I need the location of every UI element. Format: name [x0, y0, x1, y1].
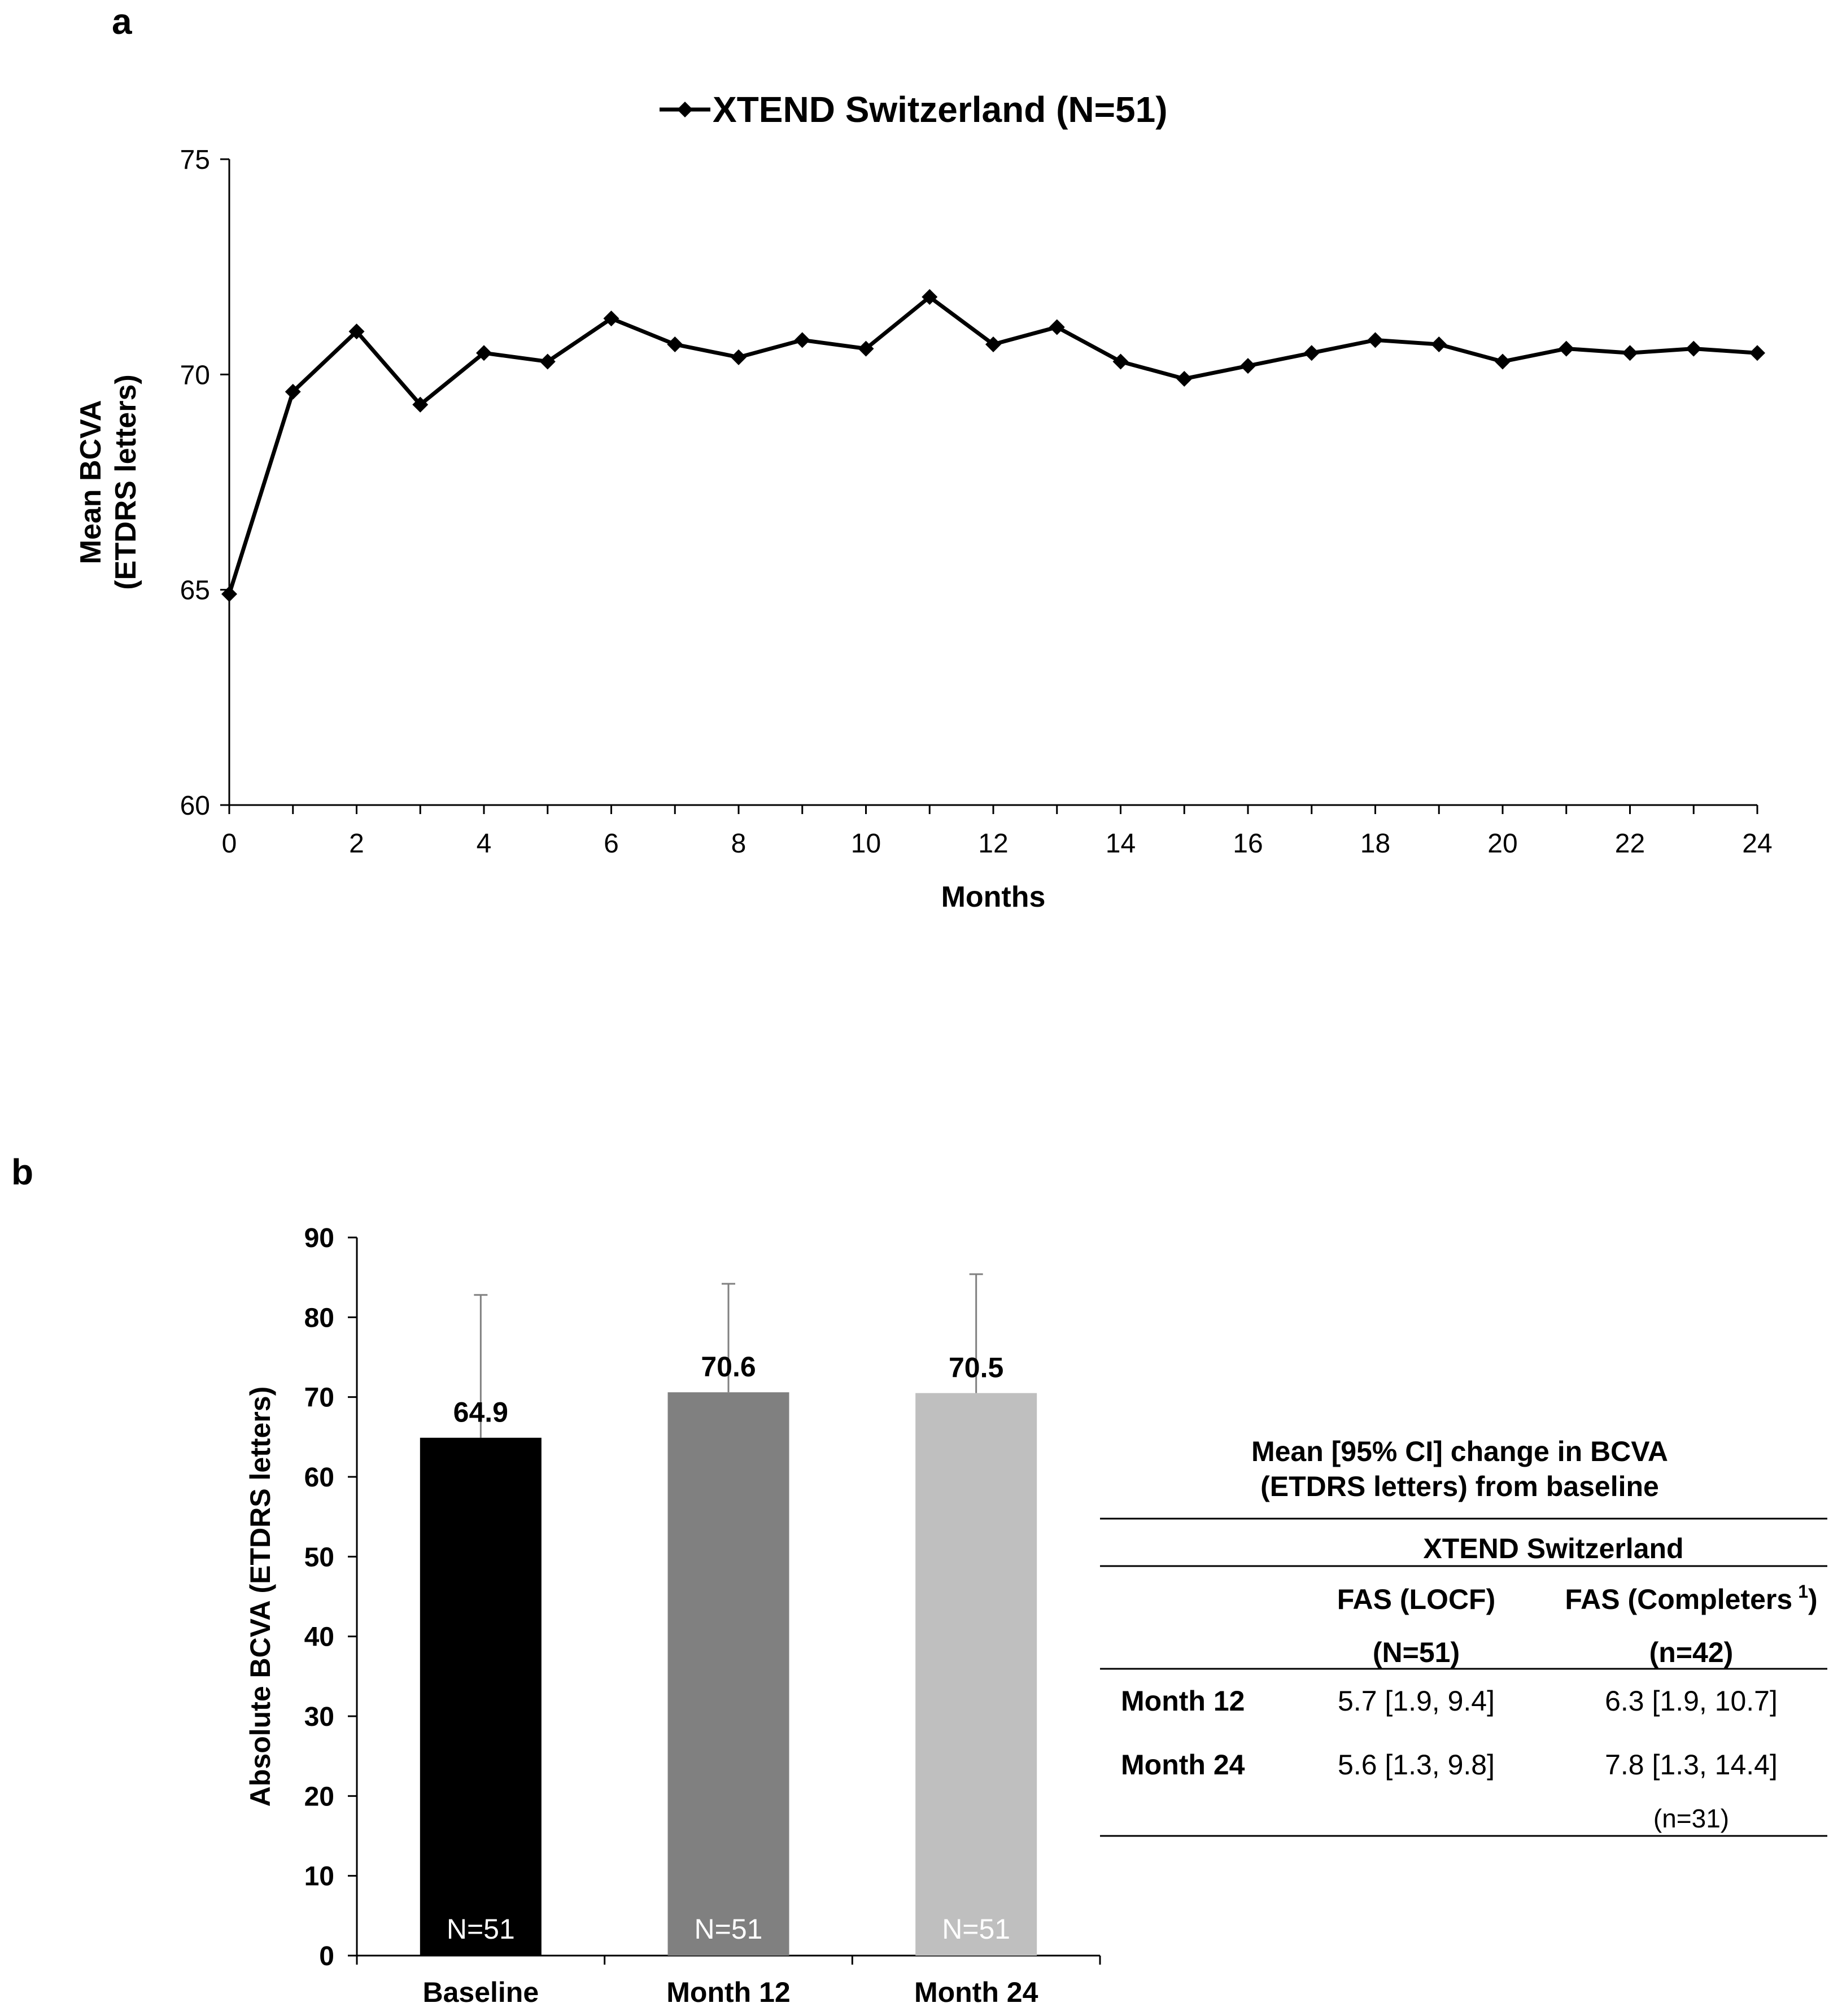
cell-col2: 7.8 [1.3, 14.4]: [1605, 1749, 1778, 1781]
y-tick-label: 50: [304, 1542, 334, 1572]
y-tick-label: 60: [304, 1463, 334, 1493]
x-tick-label: 8: [731, 829, 747, 859]
y-tick-label: 65: [180, 576, 210, 606]
bar-value-label: 64.9: [453, 1397, 508, 1428]
x-tick-label: 16: [1233, 829, 1263, 859]
data-point: [1558, 340, 1574, 357]
data-point: [476, 345, 492, 361]
bar: [915, 1393, 1037, 1956]
y-tick-label: 60: [180, 791, 210, 821]
data-point: [858, 340, 874, 357]
x-category-label: Month 24: [914, 1976, 1038, 2008]
y-tick-label: 70: [304, 1383, 334, 1413]
row-label: Month 12: [1121, 1685, 1245, 1717]
bar: [667, 1392, 789, 1956]
y-tick-label: 90: [304, 1223, 334, 1253]
x-tick-label: 20: [1487, 829, 1517, 859]
panel-b-label: b: [11, 1152, 33, 1192]
data-point: [348, 323, 365, 340]
data-point: [1303, 345, 1320, 361]
data-point: [1495, 353, 1511, 370]
x-tick-label: 2: [349, 829, 364, 859]
data-point: [1622, 345, 1638, 361]
cell-col2: 6.3 [1.9, 10.7]: [1605, 1685, 1778, 1717]
x-tick-label: 18: [1360, 829, 1390, 859]
table-title-line-2: (ETDRS letters) from baseline: [1260, 1471, 1659, 1502]
data-point: [539, 353, 556, 370]
y-tick-label: 75: [180, 145, 210, 175]
data-point: [412, 396, 429, 413]
col2-header: FAS (Completers 1): [1565, 1581, 1817, 1615]
y-tick-label: 40: [304, 1623, 334, 1652]
bar-n-label: N=51: [695, 1913, 763, 1945]
col1-header-n: (N=51): [1373, 1637, 1460, 1668]
data-point: [1240, 358, 1256, 374]
cell-col1: 5.6 [1.3, 9.8]: [1338, 1749, 1495, 1781]
y-tick-label: 20: [304, 1782, 334, 1812]
y-axis-title: Absolute BCVA (ETDRS letters): [245, 1387, 276, 1807]
bar-n-label: N=51: [942, 1913, 1010, 1945]
x-category-label: Baseline: [422, 1976, 539, 2008]
bar: [420, 1437, 542, 1956]
x-tick-label: 22: [1615, 829, 1645, 859]
legend-marker: [677, 102, 693, 117]
y-axis-title-line: Mean BCVA: [75, 400, 107, 565]
cell-col1: 5.7 [1.9, 9.4]: [1338, 1685, 1495, 1717]
y-axis-title-line: (ETDRS letters): [110, 374, 142, 589]
col2-header-text: FAS (Completers: [1565, 1584, 1792, 1615]
x-tick-label: 14: [1106, 829, 1136, 859]
x-tick-label: 24: [1742, 829, 1772, 859]
col2-header-n: (n=42): [1649, 1637, 1734, 1668]
change-table: Mean [95% CI] change in BCVA (ETDRS lette…: [1100, 1436, 1827, 1837]
data-point: [922, 289, 938, 305]
x-axis-title: Months: [941, 881, 1046, 913]
data-point: [667, 336, 683, 352]
data-point: [1112, 353, 1129, 370]
x-tick-label: 12: [978, 829, 1008, 859]
x-tick-label: 6: [604, 829, 619, 859]
data-point: [603, 311, 619, 327]
bar-n-label: N=51: [447, 1913, 515, 1945]
x-category-label: Month 12: [666, 1976, 790, 2008]
data-point: [1686, 340, 1702, 357]
row-label: Month 24: [1121, 1749, 1245, 1781]
data-point: [731, 349, 747, 365]
y-tick-label: 80: [304, 1303, 334, 1333]
data-point: [1049, 319, 1065, 335]
data-point: [1367, 332, 1383, 348]
cell-col2-note: (n=31): [1653, 1804, 1729, 1833]
legend-label: XTEND Switzerland (N=51): [713, 89, 1168, 130]
x-tick-label: 0: [222, 829, 237, 859]
data-point: [221, 586, 237, 602]
data-point: [1431, 336, 1447, 352]
x-tick-label: 10: [851, 829, 881, 859]
col2-header-sup: 1: [1798, 1581, 1808, 1602]
col1-header: FAS (LOCF): [1337, 1584, 1496, 1615]
y-tick-label: 0: [319, 1941, 334, 1971]
table-title-line-1: Mean [95% CI] change in BCVA: [1251, 1436, 1668, 1467]
data-point: [1749, 345, 1765, 361]
bar-value-label: 70.6: [701, 1351, 756, 1383]
x-tick-label: 4: [477, 829, 492, 859]
y-tick-label: 10: [304, 1862, 334, 1892]
col2-header-close: ): [1808, 1584, 1818, 1615]
y-tick-label: 70: [180, 360, 210, 390]
panel-a-label: a: [112, 1, 132, 42]
data-point: [794, 332, 810, 348]
data-point: [985, 336, 1001, 352]
y-tick-label: 30: [304, 1702, 334, 1732]
table-group-header: XTEND Switzerland: [1423, 1533, 1683, 1564]
y-axis-title: Mean BCVA(ETDRS letters): [75, 374, 142, 589]
data-point: [1176, 370, 1193, 387]
bar-chart: 0 10 20 30 40 50 60 70 80 90 Absolute BCVA (ETDRS …: [245, 1223, 1101, 2008]
bar-value-label: 70.5: [949, 1352, 1003, 1384]
data-point: [285, 383, 301, 400]
